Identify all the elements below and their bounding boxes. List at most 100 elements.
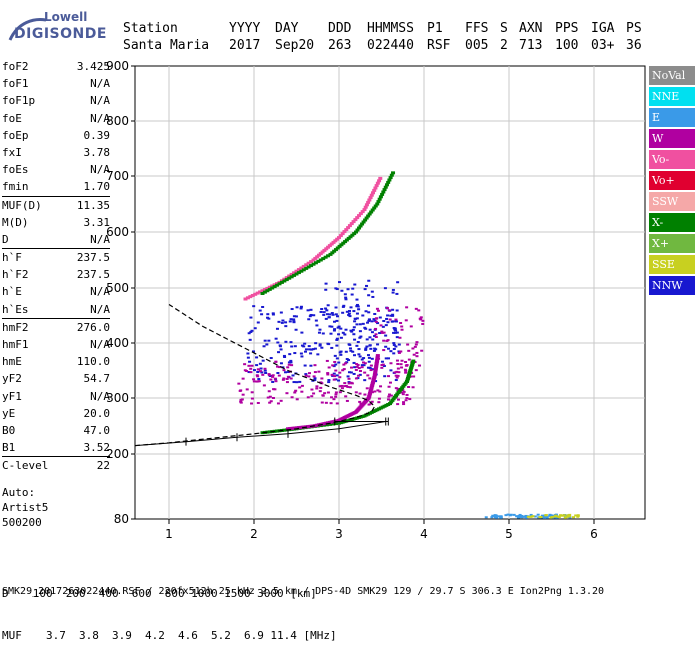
upper-x-trace-point <box>358 224 363 228</box>
echo-point-w <box>324 401 328 404</box>
o-trace-point <box>374 365 379 369</box>
header-label-ffs: FFS <box>465 21 489 36</box>
echo-point-w <box>330 396 334 399</box>
echo-point-w <box>398 336 402 339</box>
echo-point-w <box>420 349 424 352</box>
noise-point-e <box>494 514 498 517</box>
legend-item: X+ <box>649 234 695 253</box>
echo-point-w <box>415 355 419 358</box>
echo-point-nnw <box>339 327 343 330</box>
x-trace-point <box>398 387 403 391</box>
upper-o-trace-point <box>262 288 267 292</box>
echo-point-nnw <box>360 364 364 367</box>
upper-o-trace-point <box>265 286 270 290</box>
noise-point-sse <box>571 516 575 519</box>
echo-point-w <box>330 373 334 376</box>
ionospheric-parameters: foF2 3.425 foF1 N/A foF1p N/A foE N/A foEp 0.39 fx… <box>2 58 110 475</box>
echo-point-nnw <box>367 319 371 322</box>
echo-point-w <box>257 380 261 383</box>
echo-point-nnw <box>328 325 332 328</box>
echo-point-nnw <box>351 287 355 290</box>
echo-point-nnw <box>290 345 294 348</box>
echo-point-nnw <box>283 355 287 358</box>
echo-point-w <box>250 364 254 367</box>
upper-x-trace-point <box>313 261 318 265</box>
echo-point-nnw <box>279 362 283 365</box>
upper-o-trace-point <box>326 245 331 249</box>
x-trace-point <box>400 386 405 390</box>
echo-point-w <box>400 325 404 328</box>
noise-point-e <box>497 515 501 518</box>
upper-o-trace-point <box>351 220 356 224</box>
echo-point-nnw <box>337 361 341 364</box>
echo-point-nnw <box>324 307 328 310</box>
echo-point-w <box>414 369 418 372</box>
noise-point-e <box>524 514 528 517</box>
echo-point-nnw <box>292 381 296 384</box>
echo-point-w <box>348 386 352 389</box>
echo-point-nnw <box>364 327 368 330</box>
echo-point-w <box>285 377 289 380</box>
x-trace-point <box>407 370 412 374</box>
echo-point-nnw <box>325 309 329 312</box>
echo-point-nnw <box>246 352 250 355</box>
echo-point-w <box>274 360 278 363</box>
upper-x-trace-point <box>326 254 331 258</box>
echo-point-w <box>396 374 400 377</box>
noise-point-sse <box>563 516 567 519</box>
header-label-ps: PS <box>626 21 642 36</box>
param-name: yF2 <box>2 372 22 386</box>
echo-point-w <box>249 371 253 374</box>
echo-point-nnw <box>378 332 382 335</box>
echo-point-nnw <box>339 353 343 356</box>
upper-o-trace-point <box>315 255 320 259</box>
echo-point-w <box>357 367 361 370</box>
noise-point-e <box>518 513 522 516</box>
o-trace-point <box>373 366 378 370</box>
echo-point-nnw <box>355 344 359 347</box>
echo-point-nnw <box>372 349 376 352</box>
upper-o-trace-point <box>357 214 362 218</box>
echo-point-nnw <box>312 314 316 317</box>
echo-point-nnw <box>352 354 356 357</box>
param-name: yE <box>2 406 16 420</box>
param-value: N/A <box>90 163 110 177</box>
upper-o-trace-point <box>340 232 345 236</box>
upper-x-trace-point <box>282 279 287 283</box>
x-trace-point <box>394 394 399 398</box>
echo-point-w <box>331 364 335 367</box>
echo-point-w <box>319 381 323 384</box>
echo-point-w <box>365 387 369 390</box>
echo-point-nnw <box>292 318 296 321</box>
echo-point-w <box>281 378 285 381</box>
upper-x-trace-point <box>378 195 383 199</box>
echo-point-nnw <box>303 364 307 367</box>
upper-o-trace-point <box>322 248 327 252</box>
echo-point-nnw <box>355 323 359 326</box>
echo-point-nnw <box>333 328 337 331</box>
echo-point-nnw <box>269 357 273 360</box>
echo-point-w <box>341 369 345 372</box>
muf-frequency-value: 3.7 <box>46 629 66 642</box>
echo-point-nnw <box>344 350 348 353</box>
echo-point-w <box>310 395 314 398</box>
echo-point-w <box>290 396 294 399</box>
echo-point-nnw <box>332 320 336 323</box>
muf-frequency-value: 5.2 <box>211 629 231 642</box>
echo-point-nnw <box>358 373 362 376</box>
echo-point-w <box>259 370 263 373</box>
muf-distance-row: D 100 200 400 600 800 1000 1500 3000 [km] <box>2 587 337 601</box>
noise-point-e <box>529 513 533 516</box>
echo-point-w <box>277 374 281 377</box>
legend-item: E <box>649 108 695 127</box>
echo-point-nnw <box>391 314 395 317</box>
upper-o-trace-point <box>333 239 338 243</box>
echo-point-w <box>340 384 344 387</box>
logo-line-2: DIGISONDE <box>14 26 107 42</box>
echo-point-nnw <box>343 333 347 336</box>
echo-point-w <box>399 363 403 366</box>
x-trace-point <box>411 359 416 363</box>
echo-point-nnw <box>302 345 306 348</box>
echo-point-nnw <box>248 338 252 341</box>
echo-point-w <box>345 399 349 402</box>
